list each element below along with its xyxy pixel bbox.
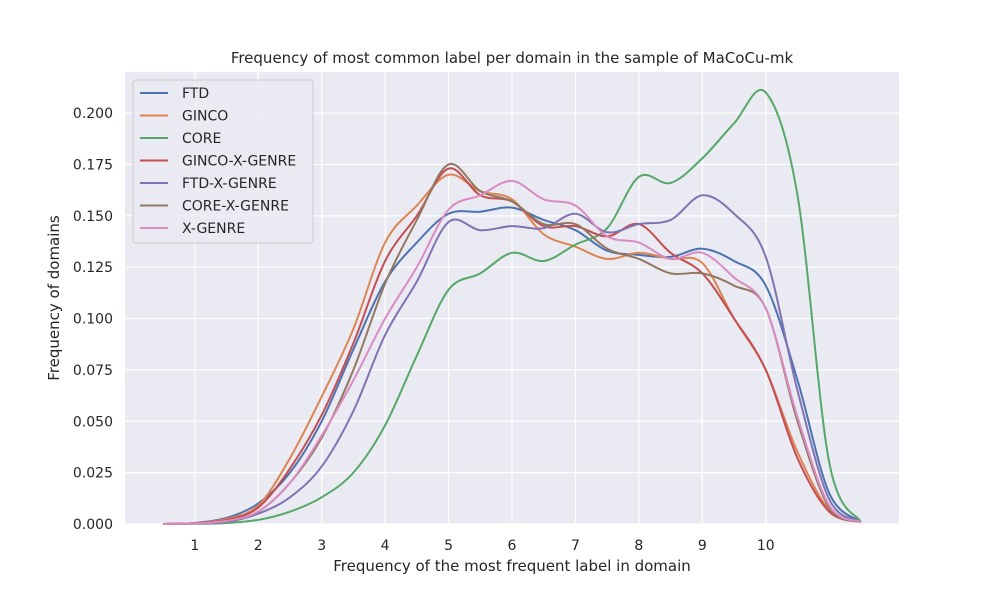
y-tick-label: 0.200 — [73, 106, 113, 122]
y-axis-label: Frequency of domains — [45, 215, 63, 381]
tick-labels: 1 2 3 4 5 6 7 8 9 10 0.000 0.025 0.050 0.075 0.100 0.12… — [73, 106, 775, 554]
x-tick-label: 1 — [190, 538, 199, 554]
legend-label: GINCO-X-GENRE — [182, 154, 296, 170]
x-tick-label: 2 — [254, 538, 263, 554]
series-line-ftd — [163, 206, 862, 525]
y-tick-label: 0.075 — [73, 363, 113, 379]
y-tick-label: 0.000 — [73, 517, 113, 533]
legend: FTD GINCO CORE GINCO-X-GENRE FTD-X-GENRE CORE… — [132, 79, 314, 244]
legend-label: CORE — [182, 131, 221, 147]
x-tick-label: 5 — [444, 538, 453, 554]
legend-label: GINCO — [182, 109, 228, 125]
x-tick-label: 3 — [317, 538, 326, 554]
y-tick-label: 0.125 — [73, 260, 113, 276]
legend-label: CORE-X-GENRE — [182, 199, 289, 215]
series-line-core — [163, 89, 862, 525]
legend-label: FTD — [182, 86, 209, 102]
x-tick-label: 4 — [381, 538, 390, 554]
series-lines — [163, 89, 862, 525]
x-tick-label: 7 — [571, 538, 580, 554]
legend-label: X-GENRE — [182, 221, 245, 237]
y-tick-label: 0.175 — [73, 157, 113, 173]
x-tick-label: 10 — [757, 538, 775, 554]
grid — [125, 72, 899, 525]
x-axis-label: Frequency of the most frequent label in … — [333, 557, 691, 575]
series-line-ftd-x-genre — [163, 194, 862, 525]
y-tick-label: 0.150 — [73, 209, 113, 225]
legend-label: FTD-X-GENRE — [182, 176, 277, 192]
chart-title: Frequency of most common label per domai… — [231, 49, 794, 67]
y-tick-label: 0.025 — [73, 466, 113, 482]
x-tick-label: 6 — [508, 538, 517, 554]
y-tick-label: 0.050 — [73, 414, 113, 430]
series-line-x-genre — [163, 179, 862, 525]
y-tick-label: 0.100 — [73, 312, 113, 328]
legend-box — [132, 79, 314, 244]
x-tick-label: 9 — [698, 538, 707, 554]
x-tick-label: 8 — [634, 538, 643, 554]
